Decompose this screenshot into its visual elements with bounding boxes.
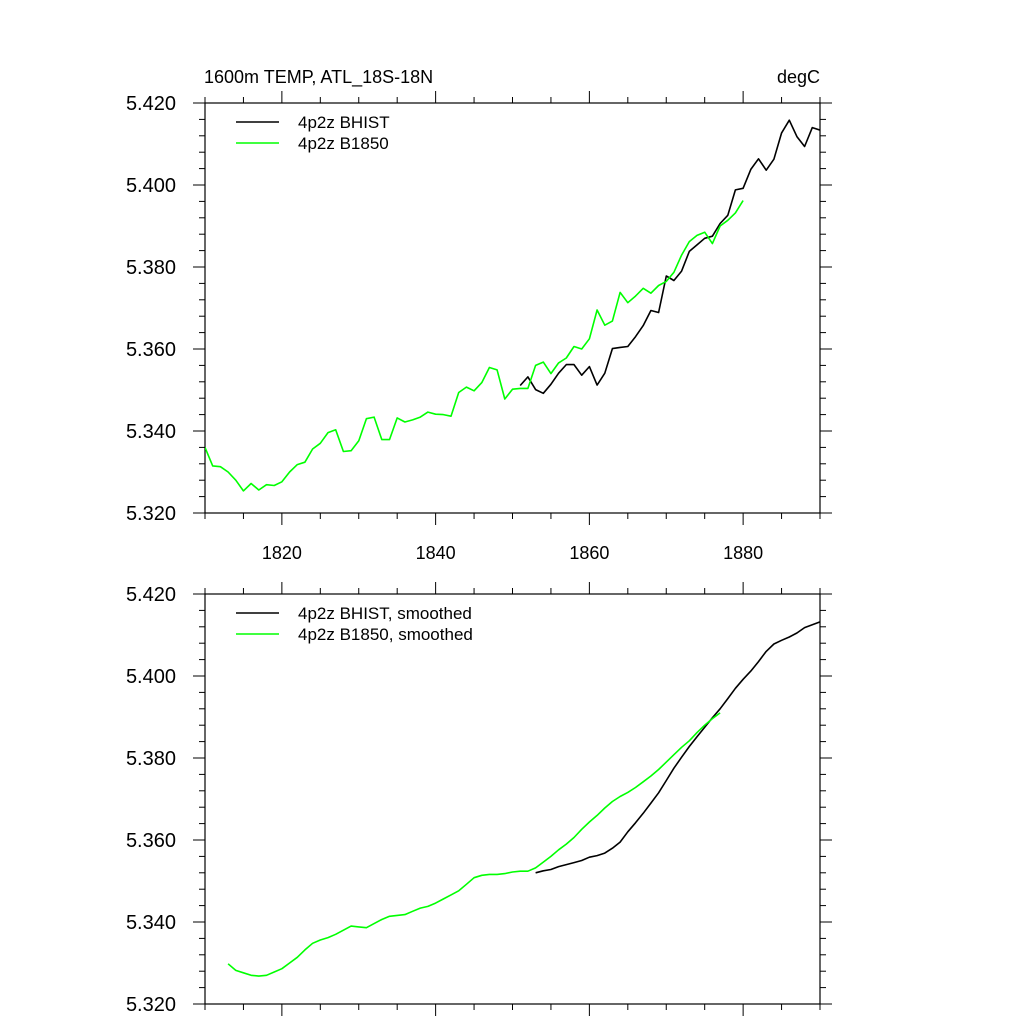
tick-marks-bottom: [193, 582, 832, 1016]
y-tick-label: 5.340: [126, 421, 176, 443]
tick-marks-top: [193, 91, 832, 525]
y-tick-label: 5.360: [126, 830, 176, 852]
legend-top: 4p2z BHIST 4p2z B1850: [236, 113, 390, 153]
legend-label: 4p2z B1850, smoothed: [298, 625, 473, 644]
y-tick-label: 5.400: [126, 666, 176, 688]
plot-area-bottom: [204, 593, 821, 1005]
chart-title: 1600m TEMP, ATL_18S-18N: [204, 67, 433, 88]
legend-label: 4p2z BHIST, smoothed: [298, 604, 472, 623]
units-label: degC: [777, 67, 820, 87]
y-tick-labels-top: 5.320 5.340 5.360 5.380 5.400 5.420: [126, 93, 176, 525]
series-line: [535, 621, 820, 874]
series-line: [227, 712, 721, 977]
series-line: [519, 119, 820, 395]
y-tick-label: 5.420: [126, 584, 176, 606]
y-tick-label: 5.380: [126, 257, 176, 279]
plot-area-top: [204, 102, 821, 514]
series-lines-top: [205, 119, 820, 492]
series-lines-bottom: [227, 621, 820, 977]
legend-label: 4p2z BHIST: [298, 113, 390, 132]
series-line: [205, 200, 744, 492]
y-tick-label: 5.320: [126, 503, 176, 525]
y-tick-labels-bottom: 5.320 5.340 5.360 5.380 5.400 5.420: [126, 584, 176, 1016]
y-tick-label: 5.400: [126, 175, 176, 197]
y-tick-label: 5.420: [126, 93, 176, 115]
x-tick-label: 1840: [416, 543, 456, 563]
y-tick-label: 5.380: [126, 748, 176, 770]
x-tick-label: 1820: [262, 543, 302, 563]
y-tick-label: 5.360: [126, 339, 176, 361]
panel-top: 1600m TEMP, ATL_18S-18N degC 5.3205.3405…: [126, 67, 832, 563]
x-tick-label: 1860: [569, 543, 609, 563]
x-tick-labels-top: 1820 1840 1860 1880: [262, 543, 763, 563]
x-tick-label: 1880: [723, 543, 763, 563]
y-tick-label: 5.340: [126, 912, 176, 934]
y-tick-label: 5.320: [126, 994, 176, 1016]
legend-bottom: 4p2z BHIST, smoothed 4p2z B1850, smoothed: [236, 604, 473, 644]
legend-label: 4p2z B1850: [298, 134, 389, 153]
panel-bottom: 5.320 5.340 5.360 5.380 5.400 5.420 4p2z BHIS…: [126, 582, 832, 1016]
